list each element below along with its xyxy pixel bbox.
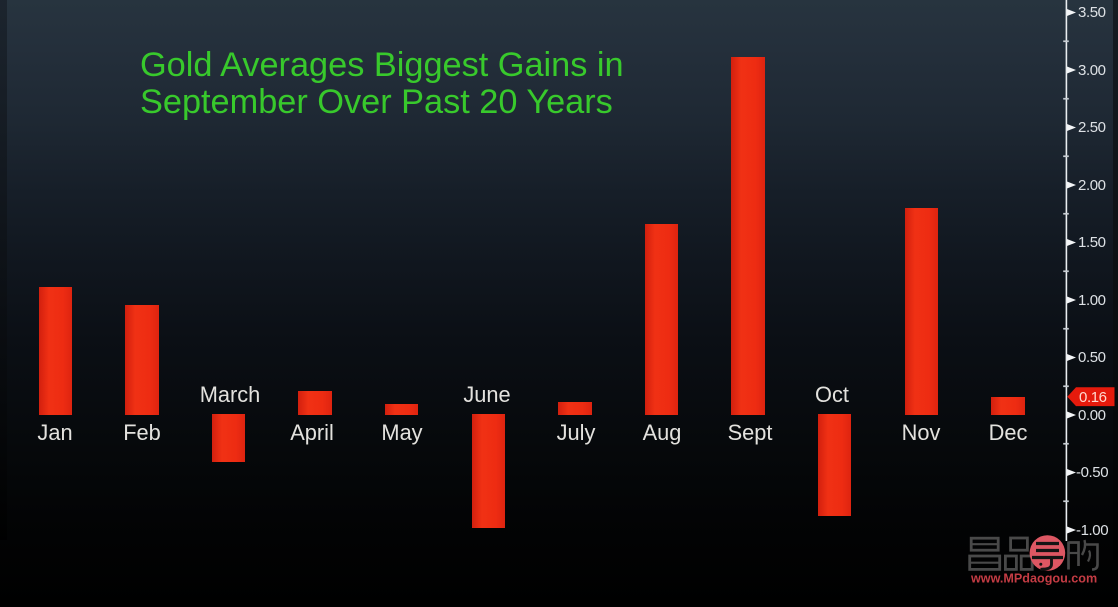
svg-text:www.MPdaogou.com: www.MPdaogou.com [970, 572, 1097, 586]
